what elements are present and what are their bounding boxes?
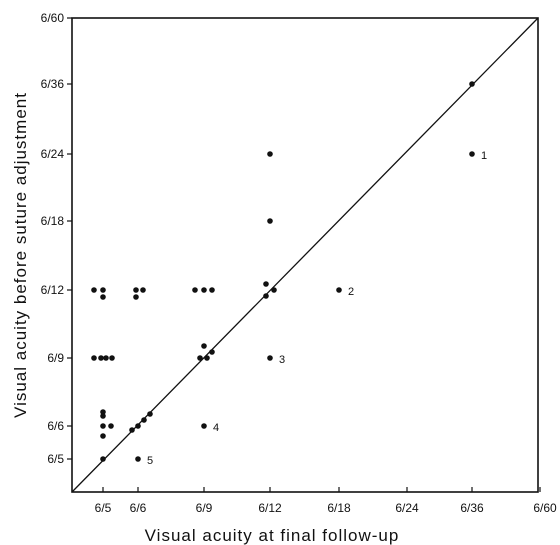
- y-tick-label: 6/6: [47, 419, 64, 433]
- data-point: [201, 287, 207, 293]
- y-axis-ticks: 6/5 6/6 6/9 6/12 6/18 6/24 6/36 6/60: [41, 11, 72, 466]
- y-tick-label: 6/36: [41, 77, 65, 91]
- data-point: [267, 355, 273, 361]
- x-tick-label: 6/5: [95, 501, 112, 515]
- y-tick-label: 6/9: [47, 351, 64, 365]
- data-point: [141, 417, 147, 423]
- data-point: [209, 287, 215, 293]
- point-label: 2: [348, 286, 354, 298]
- y-tick-label: 6/18: [41, 214, 65, 228]
- data-point: [100, 409, 106, 415]
- data-point: [100, 423, 106, 429]
- data-point: [267, 218, 273, 224]
- plot-frame: [71, 17, 539, 493]
- point-label: 4: [213, 422, 219, 434]
- data-point: [197, 355, 203, 361]
- data-point: [133, 287, 139, 293]
- data-point: [135, 456, 141, 462]
- x-tick-label: 6/9: [196, 501, 213, 515]
- data-point: [98, 355, 104, 361]
- data-point: [100, 294, 106, 300]
- point-annotations: 2 3 4 5 1: [147, 150, 487, 467]
- data-point: [100, 433, 106, 439]
- data-point: [201, 343, 207, 349]
- y-tick-label: 6/5: [47, 452, 64, 466]
- data-point: [263, 281, 269, 287]
- x-axis-ticks: 6/5 6/6 6/9 6/12 6/18 6/24 6/36 6/60: [95, 487, 557, 515]
- x-tick-label: 6/18: [327, 501, 351, 515]
- data-point: [140, 287, 146, 293]
- data-point: [100, 456, 106, 462]
- data-point: [103, 355, 109, 361]
- y-tick-label: 6/24: [41, 147, 65, 161]
- data-point: [201, 423, 207, 429]
- x-tick-label: 6/6: [130, 501, 147, 515]
- x-tick-label: 6/24: [395, 501, 419, 515]
- x-axis-title: Visual acuity at final follow-up: [145, 526, 400, 545]
- data-point: [209, 349, 215, 355]
- x-tick-label: 6/60: [533, 501, 557, 515]
- data-point: [204, 355, 210, 361]
- data-point: [133, 294, 139, 300]
- data-point: [267, 151, 273, 157]
- data-point: [108, 423, 114, 429]
- point-label: 1: [481, 150, 487, 162]
- point-label: 3: [279, 354, 285, 366]
- data-point: [469, 151, 475, 157]
- data-point: [100, 287, 106, 293]
- data-point: [129, 427, 135, 433]
- y-tick-label: 6/60: [41, 11, 65, 25]
- data-point: [100, 413, 106, 419]
- data-point: [135, 423, 141, 429]
- data-point: [336, 287, 342, 293]
- x-tick-label: 6/36: [460, 501, 484, 515]
- data-point: [469, 81, 475, 87]
- data-point: [109, 355, 115, 361]
- data-points: [91, 81, 475, 462]
- y-axis-title: Visual acuity before suture adjustment: [11, 92, 30, 418]
- data-point: [271, 287, 277, 293]
- data-point: [192, 287, 198, 293]
- x-tick-label: 6/12: [258, 501, 282, 515]
- y-tick-label: 6/12: [41, 283, 65, 297]
- data-point: [147, 411, 153, 417]
- data-point: [263, 293, 269, 299]
- point-label: 5: [147, 455, 153, 467]
- data-point: [91, 287, 97, 293]
- data-point: [91, 355, 97, 361]
